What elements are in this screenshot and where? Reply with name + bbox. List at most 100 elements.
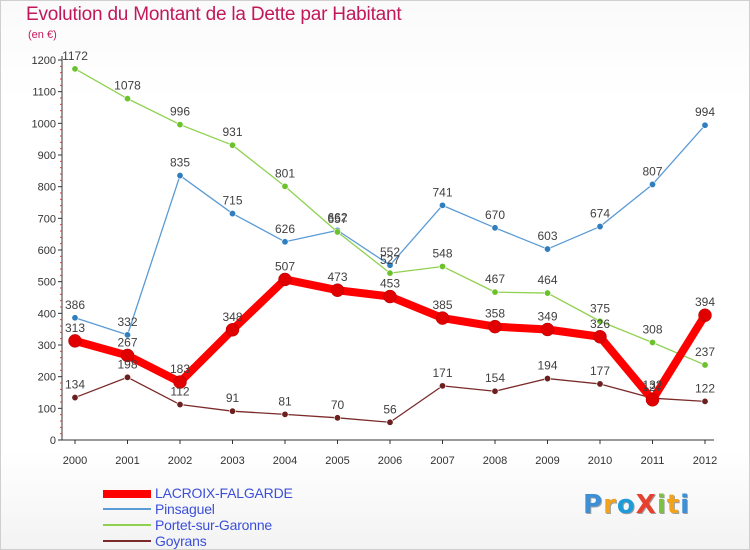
legend-label-lacroix-falgarde: LACROIX-FALGARDE [155, 485, 293, 501]
data-label-portet-sur-garonne-2000: 1172 [62, 49, 88, 63]
point-lacroix-falgarde-2000 [68, 334, 82, 348]
x-tick-label-2009: 2009 [535, 455, 559, 467]
data-label-pinsaguel-2008: 670 [485, 208, 505, 222]
point-goyrans-2007 [438, 382, 446, 390]
point-lacroix-falgarde-2012 [698, 308, 712, 322]
point-goyrans-2006 [386, 418, 394, 426]
point-pinsaguel-2012 [701, 121, 709, 129]
data-label-lacroix-falgarde-2012: 394 [695, 295, 715, 309]
data-label-portet-sur-garonne-2002: 996 [170, 105, 190, 119]
proxiti-logo-letter: i [680, 490, 691, 520]
y-tick-label-900: 900 [38, 150, 56, 162]
point-portet-sur-garonne-2008 [491, 288, 499, 296]
legend-label-portet-sur-garonne: Portet-sur-Garonne [155, 517, 273, 533]
data-label-portet-sur-garonne-2009: 464 [537, 273, 557, 287]
data-label-goyrans-2005: 70 [331, 398, 345, 412]
point-pinsaguel-2008 [491, 224, 499, 232]
point-goyrans-2001 [124, 373, 132, 381]
point-pinsaguel-2000 [71, 314, 79, 322]
data-label-portet-sur-garonne-2003: 931 [222, 125, 242, 139]
point-lacroix-falgarde-2004 [278, 272, 292, 287]
point-pinsaguel-2009 [543, 245, 551, 253]
data-label-goyrans-2000: 134 [65, 378, 85, 392]
data-label-lacroix-falgarde-2000: 313 [65, 321, 85, 335]
point-goyrans-2003 [229, 407, 237, 415]
point-goyrans-2002 [176, 401, 184, 409]
data-label-goyrans-2006: 56 [383, 402, 397, 416]
point-portet-sur-garonne-2011 [648, 338, 656, 346]
data-label-pinsaguel-2007: 741 [432, 185, 452, 199]
point-portet-sur-garonne-2012 [701, 361, 709, 369]
point-portet-sur-garonne-2006 [386, 269, 394, 277]
data-label-portet-sur-garonne-2008: 467 [485, 272, 505, 286]
point-portet-sur-garonne-2007 [438, 262, 446, 270]
y-tick-label-500: 500 [38, 277, 56, 289]
data-label-goyrans-2001: 198 [117, 357, 137, 371]
data-label-portet-sur-garonne-2007: 548 [432, 246, 452, 260]
point-lacroix-falgarde-2010 [593, 330, 607, 344]
point-pinsaguel-2003 [229, 210, 237, 218]
data-label-lacroix-falgarde-2011: 127 [642, 380, 662, 394]
data-label-portet-sur-garonne-2001: 1078 [114, 79, 141, 93]
x-tick-label-2010: 2010 [588, 455, 612, 467]
y-tick-label-1100: 1100 [32, 87, 56, 99]
y-tick-label-600: 600 [38, 245, 56, 257]
data-label-pinsaguel-2006: 552 [380, 245, 400, 259]
point-portet-sur-garonne-2001 [124, 95, 132, 103]
y-tick-label-1200: 1200 [32, 55, 56, 67]
legend-swatch-goyrans [103, 540, 151, 542]
point-pinsaguel-2007 [438, 201, 446, 209]
data-label-lacroix-falgarde-2005: 473 [327, 270, 347, 284]
point-lacroix-falgarde-2007 [435, 311, 450, 325]
point-goyrans-2012 [701, 397, 709, 405]
x-tick-label-2003: 2003 [220, 455, 244, 467]
data-label-lacroix-falgarde-2006: 453 [380, 277, 400, 291]
chart-title: Evolution du Montant de la Dette par Hab… [26, 4, 402, 25]
point-goyrans-2010 [596, 380, 604, 388]
point-lacroix-falgarde-2006 [383, 289, 397, 304]
point-portet-sur-garonne-2005 [333, 228, 341, 236]
data-label-portet-sur-garonne-2006: 527 [380, 253, 400, 267]
point-portet-sur-garonne-2000 [71, 65, 79, 73]
data-label-pinsaguel-2002: 835 [170, 156, 190, 170]
data-label-lacroix-falgarde-2009: 349 [537, 309, 557, 323]
legend-swatch-lacroix-falgarde [103, 490, 151, 498]
y-tick-label-800: 800 [38, 182, 56, 194]
y-tick-label-0: 0 [50, 435, 56, 447]
data-label-portet-sur-garonne-2011: 308 [642, 322, 662, 336]
data-label-goyrans-2008: 154 [485, 371, 505, 385]
point-pinsaguel-2001 [124, 331, 132, 339]
point-goyrans-2008 [491, 387, 499, 395]
x-tick-label-2002: 2002 [168, 455, 192, 467]
legend-label-goyrans: Goyrans [155, 533, 207, 549]
data-label-lacroix-falgarde-2001: 267 [117, 335, 137, 349]
data-label-lacroix-falgarde-2007: 385 [432, 298, 452, 312]
data-label-lacroix-falgarde-2002: 183 [170, 362, 190, 376]
data-label-lacroix-falgarde-2010: 326 [590, 317, 610, 331]
point-lacroix-falgarde-2008 [488, 319, 502, 334]
data-label-pinsaguel-2004: 626 [275, 222, 295, 236]
point-portet-sur-garonne-2003 [229, 141, 237, 149]
data-label-goyrans-2004: 81 [278, 394, 292, 408]
data-label-pinsaguel-2003: 715 [222, 194, 242, 208]
point-lacroix-falgarde-2009 [540, 322, 555, 337]
data-label-portet-sur-garonne-2012: 237 [695, 345, 715, 359]
data-label-portet-sur-garonne-2004: 801 [275, 166, 295, 180]
data-label-goyrans-2003: 91 [226, 391, 240, 405]
chart-unit: (en €) [28, 29, 57, 41]
x-tick-label-2001: 2001 [115, 455, 139, 467]
point-pinsaguel-2011 [648, 180, 656, 188]
y-tick-label-200: 200 [38, 372, 56, 384]
data-label-lacroix-falgarde-2004: 507 [275, 259, 295, 273]
point-lacroix-falgarde-2011 [645, 393, 660, 407]
point-pinsaguel-2004 [281, 238, 289, 246]
data-label-portet-sur-garonne-2010: 375 [590, 301, 610, 315]
data-label-pinsaguel-2005: 662 [327, 210, 347, 224]
x-tick-label-2008: 2008 [483, 455, 507, 467]
x-tick-label-2006: 2006 [378, 455, 402, 467]
proxiti-logo-letter: r [603, 490, 617, 520]
point-lacroix-falgarde-2002 [173, 375, 187, 389]
point-pinsaguel-2010 [596, 223, 604, 231]
legend-swatch-portet-sur-garonne [103, 524, 151, 526]
